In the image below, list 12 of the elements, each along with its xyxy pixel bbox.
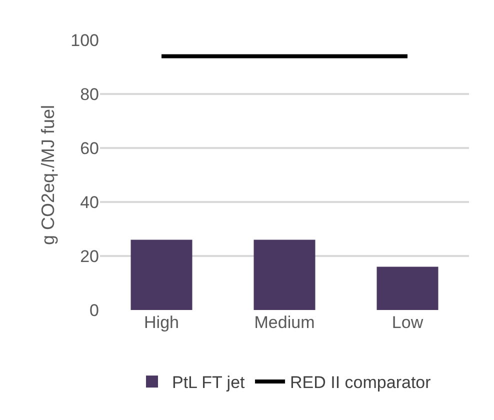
- y-axis-title: g CO2eq./MJ fuel: [38, 104, 58, 246]
- x-tick-label: Low: [392, 313, 424, 332]
- y-tick-label: 40: [80, 192, 99, 212]
- x-tick-label: High: [144, 313, 179, 332]
- x-tick-label: Medium: [254, 313, 315, 332]
- y-tick-label: 80: [80, 84, 99, 104]
- y-tick-label: 100: [70, 30, 99, 50]
- legend-label: PtL FT jet: [172, 373, 246, 392]
- y-tick-label: 60: [80, 138, 99, 158]
- y-tick-label: 20: [80, 246, 99, 266]
- legend-label: RED II comparator: [290, 373, 432, 392]
- y-tick-label: 0: [90, 300, 99, 320]
